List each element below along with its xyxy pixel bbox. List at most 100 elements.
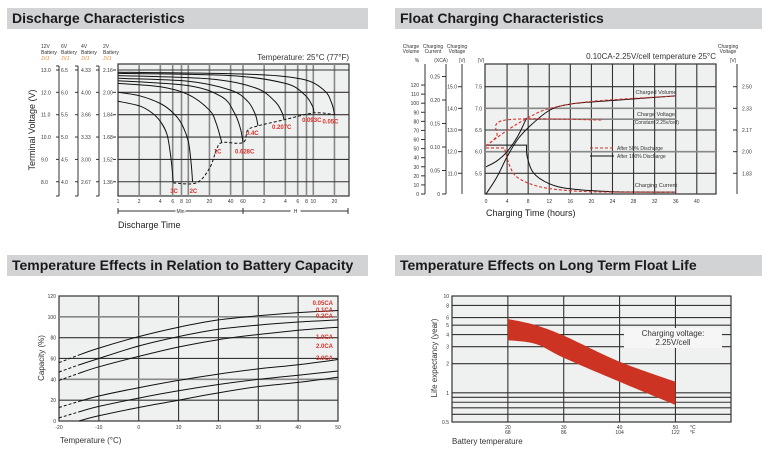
x-tick-label: -10 <box>95 425 102 431</box>
extrapolated-segment <box>58 364 80 373</box>
annotation-box <box>624 328 722 348</box>
rate-label: 0.05CA <box>313 301 334 307</box>
capacity-curve-0.2CA <box>78 326 339 374</box>
rate-label: 1.0CA <box>316 335 334 341</box>
float-charging-header: Float Charging Characteristics <box>395 8 762 29</box>
rate-label: 0.1CA <box>316 308 334 314</box>
x-tick-label: 4 <box>284 199 287 205</box>
y-tick-label: 1.84 <box>103 113 113 119</box>
y-tick-label: 10.0 <box>41 135 51 141</box>
time-group-label: Min <box>176 209 184 215</box>
y-tick-label: 10 <box>443 294 449 300</box>
curve-label: Charging Current <box>635 183 678 189</box>
y-tick-label: 1.68 <box>103 135 113 141</box>
legend-label: After 100% Discharge <box>617 154 666 160</box>
brand-logo-text: JVJ <box>41 56 50 62</box>
temperature-note: Temperature: 25°C (77°F) <box>257 53 349 62</box>
discharge-curve-0.4C <box>117 77 259 127</box>
voltage12-tick-label: 13.0 <box>447 128 457 134</box>
after-50-voltage-curve <box>485 118 602 147</box>
x-tick-label: 40 <box>228 199 234 205</box>
x-tick-fahrenheit: 86 <box>561 430 567 436</box>
y-tick-label: 1.36 <box>103 180 113 186</box>
x-tick-label: 2 <box>263 199 266 205</box>
x-tick-label: 12 <box>546 199 552 205</box>
y-tick-label: 80 <box>50 336 56 342</box>
after-100-current-curve <box>486 144 676 193</box>
x-tick-label: 8 <box>305 199 308 205</box>
celsius-unit: °C <box>690 425 696 431</box>
voltage6-tick-label: 5.5 <box>475 171 482 177</box>
brand-logo-text: JVJ <box>103 56 112 62</box>
float-charging-title: Float Charging Characteristics <box>400 10 604 26</box>
curve-rate-label: 0.093C <box>302 118 322 124</box>
y-tick-label: 5.0 <box>61 135 68 141</box>
discharge-header: Discharge Characteristics <box>7 8 368 29</box>
y-tick-label: 2.16 <box>103 68 113 74</box>
x-tick-label: 24 <box>610 199 616 205</box>
curve-rate-label: 2C <box>190 189 198 195</box>
y-tick-label: 60 <box>50 356 56 362</box>
x-tick-label: 0 <box>137 425 140 431</box>
curve-label: Charged Volume <box>636 90 677 96</box>
discharge-curve-2C <box>117 91 194 182</box>
x-tick-label: 20 <box>207 199 213 205</box>
curve-rate-label: 0.628C <box>235 150 255 156</box>
x-tick-label: 4 <box>506 199 509 205</box>
charging-voltage-label: Charging voltage: <box>642 329 705 338</box>
voltage2-tick-label: 2.00 <box>742 150 752 156</box>
brand-logo-text: JVJ <box>81 56 90 62</box>
x-tick-label: 28 <box>631 199 637 205</box>
capacity-curve-0.05CA <box>78 310 339 356</box>
y-tick-label: 100 <box>48 315 57 321</box>
capacity-curve-2.0CA <box>78 370 339 413</box>
x-tick-fahrenheit: 104 <box>615 430 624 436</box>
y-tick-label: 3 <box>446 345 449 351</box>
rate-label: 3.0CA <box>316 356 334 362</box>
axis-unit: % <box>415 58 420 64</box>
voltage2-tick-label: 2.17 <box>742 128 752 134</box>
y-tick-label: 20 <box>50 398 56 404</box>
voltage2-tick-label: 1.83 <box>742 171 752 177</box>
x-tick-label: 40 <box>295 425 301 431</box>
x-tick-fahrenheit: 68 <box>505 430 511 436</box>
y-tick-label: 3.33 <box>81 135 91 141</box>
float-life-title: Temperature Effects on Long Term Float L… <box>400 257 697 273</box>
y-axis-label: Life expectancy (year) <box>430 318 439 397</box>
plot-area <box>484 63 717 195</box>
capacity-curve-0.1CA <box>78 319 339 366</box>
x-tick-label: 6 <box>296 199 299 205</box>
curve-rate-label: 0.4C <box>246 131 259 137</box>
axis-header: Charging <box>447 44 468 50</box>
battery-scale-header: Battery <box>103 50 119 56</box>
current-tick-label: 0.20 <box>430 98 440 104</box>
voltage12-tick-label: 15.0 <box>447 85 457 91</box>
rate-label: 0.2CA <box>316 314 334 320</box>
voltage12-tick-label: 14.0 <box>447 106 457 112</box>
axis-unit: (XCA) <box>434 58 448 64</box>
discharge-curve-0.05C <box>117 71 335 115</box>
discharge-curve-0.207C <box>117 75 285 120</box>
axis-unit: (V) <box>478 58 485 64</box>
x-tick-celsius: 50 <box>673 425 679 431</box>
x-tick-label: 16 <box>568 199 574 205</box>
x-tick-label: 32 <box>652 199 658 205</box>
float-life-header: Temperature Effects on Long Term Float L… <box>395 255 762 276</box>
rate-label: 2.0CA <box>316 344 334 350</box>
y-axis-label: Terminal Voltage (V) <box>27 89 37 170</box>
battery-scale-header: 2V <box>103 44 110 50</box>
after-100-volume-curve <box>485 95 676 195</box>
axis-header: Voltage <box>720 49 737 55</box>
curve-rate-label: 1C <box>214 150 222 156</box>
volume-tick-label: 100 <box>411 101 420 107</box>
y-tick-label: 3.00 <box>81 157 91 163</box>
volume-tick-label: 60 <box>413 138 419 144</box>
y-tick-label: 6.5 <box>61 68 68 74</box>
extrapolated-segment <box>58 372 80 381</box>
y-tick-label: 0 <box>53 419 56 425</box>
time-group-label: H <box>294 209 298 215</box>
y-tick-label: 2.67 <box>81 180 91 186</box>
curve-label: Charge Voltage <box>637 112 675 118</box>
